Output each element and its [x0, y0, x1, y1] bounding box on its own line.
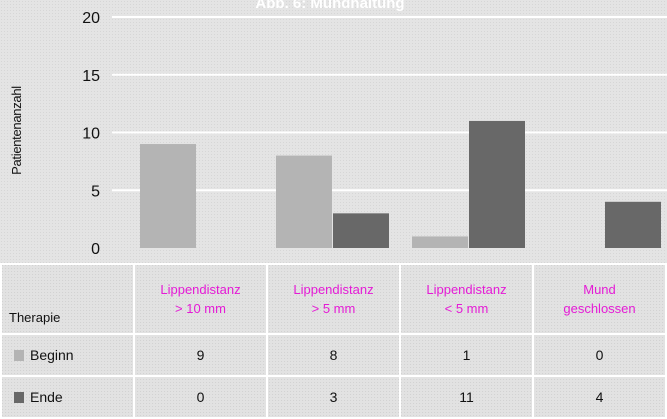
category-header-line1: Lippendistanz	[426, 282, 507, 297]
legend-swatch-ende	[14, 392, 24, 403]
y-tick-label: 20	[82, 10, 100, 27]
y-tick-label: 5	[91, 183, 100, 200]
legend-label: Ende	[30, 389, 63, 405]
bar-ende	[333, 213, 389, 248]
category-header: Mund geschlossen	[532, 263, 667, 335]
bar-ende	[469, 120, 525, 248]
table-row-beginn: Beginn 9 8 1 0	[0, 333, 667, 377]
table-cell: 8	[266, 333, 401, 377]
category-header-line1: Lippendistanz	[160, 282, 241, 297]
table-cell: 1	[399, 333, 534, 377]
bar-beginn	[412, 236, 468, 248]
chart-area: Abb. 6: Mundhaltung Patientenanzahl 0 5 10…	[0, 0, 667, 263]
y-tick-label: 10	[82, 126, 100, 143]
table-corner-label: Therapie	[0, 263, 135, 335]
table-cell: 0	[532, 333, 667, 377]
category-header-line2: > 5 mm	[311, 301, 356, 316]
data-table: Therapie Lippendistanz > 10 mm Lippendist…	[0, 263, 667, 419]
chart-title: Abb. 6: Mundhaltung	[255, 0, 405, 12]
category-header-line2: > 10 mm	[175, 301, 226, 316]
table-cell: 9	[133, 333, 268, 377]
table-header-row: Therapie Lippendistanz > 10 mm Lippendist…	[0, 263, 667, 335]
category-header: Lippendistanz > 10 mm	[133, 263, 268, 335]
series-legend-cell: Beginn	[0, 333, 135, 377]
legend-swatch-beginn	[14, 350, 24, 361]
category-header-line1: Lippendistanz	[293, 282, 374, 297]
bar-ende	[605, 201, 661, 248]
category-header: Lippendistanz < 5 mm	[399, 263, 534, 335]
category-header-line2: geschlossen	[563, 301, 636, 316]
category-header: Lippendistanz > 5 mm	[266, 263, 401, 335]
bar-beginn	[140, 144, 196, 248]
category-header-line1: Mund	[583, 282, 616, 297]
bar-plot: 0 5 10 15 20	[82, 10, 667, 258]
y-tick-label: 15	[82, 68, 100, 85]
category-header-line2: < 5 mm	[444, 301, 489, 316]
legend-label: Beginn	[30, 347, 74, 363]
y-tick-label: 0	[91, 241, 100, 258]
bar-beginn	[276, 155, 332, 248]
